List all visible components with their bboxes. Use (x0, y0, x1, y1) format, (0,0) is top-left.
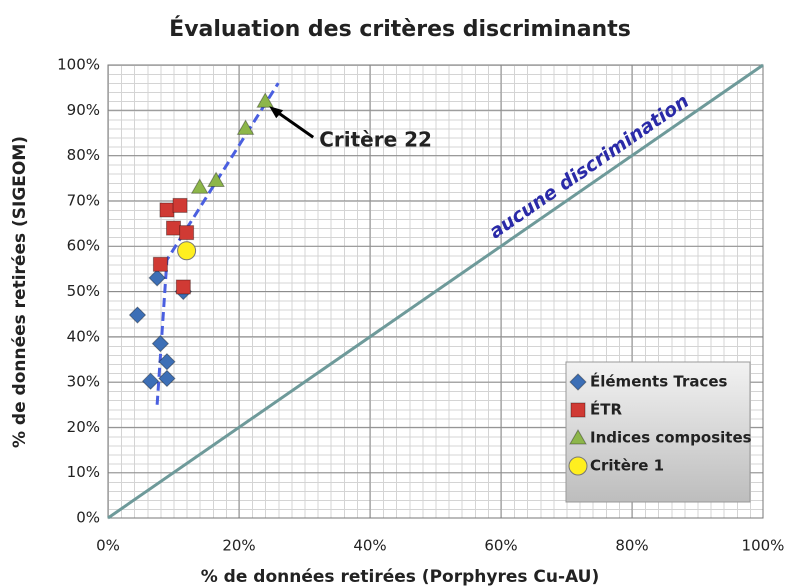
y-tick-label: 10% (67, 463, 100, 481)
y-tick-label: 50% (67, 282, 100, 300)
point (159, 202, 175, 218)
annotation-text: Critère 22 (319, 128, 432, 152)
point (152, 256, 168, 272)
trend-line (155, 82, 280, 405)
point (141, 372, 160, 390)
x-tick-label: 20% (222, 537, 255, 555)
legend-label: ÉTR (590, 400, 622, 419)
reference-line (107, 63, 764, 520)
point (177, 241, 197, 261)
point (179, 225, 195, 241)
x-tick-label: 60% (484, 537, 517, 555)
annotation-arrowhead (269, 106, 284, 119)
reference-label: aucune discrimination (485, 90, 693, 243)
legend-label: Éléments Traces (590, 372, 728, 391)
point (148, 269, 166, 287)
legend: Éléments Traces ÉTR Indices composites Crit… (565, 361, 752, 503)
y-tick-label: 30% (67, 373, 100, 391)
point (569, 373, 587, 391)
point (568, 456, 588, 476)
point (158, 353, 176, 371)
point (151, 334, 170, 353)
point (172, 197, 188, 213)
legend-label: Indices composites (590, 429, 752, 447)
point (158, 369, 176, 388)
y-axis-label: % de données retirées (SIGEOM) (10, 136, 30, 448)
x-tick-label: 0% (96, 537, 120, 555)
y-tick-label: 60% (67, 237, 100, 255)
y-tick-label: 70% (67, 191, 100, 209)
chart-title: Évaluation des critères discriminants (169, 16, 631, 42)
x-tick-label: 40% (353, 537, 386, 555)
y-tick-label: 0% (76, 509, 100, 527)
plot-frame (107, 64, 764, 519)
point (207, 171, 225, 188)
point (236, 119, 255, 135)
y-tick-label: 80% (67, 146, 100, 164)
y-tick-label: 100% (57, 56, 100, 74)
x-tick-label: 100% (742, 537, 785, 555)
point (256, 92, 275, 108)
x-tick-label: 80% (615, 537, 648, 555)
legend-box (565, 361, 751, 503)
point (166, 220, 181, 236)
legend-label: Critère 1 (590, 457, 664, 475)
y-tick-label: 40% (67, 327, 100, 345)
x-axis-label: % de données retirées (Porphyres Cu-AU) (201, 567, 600, 587)
y-tick-label: 90% (67, 101, 100, 119)
point (569, 428, 587, 445)
point (128, 306, 147, 324)
point (175, 279, 191, 295)
y-tick-label: 20% (67, 418, 100, 436)
point (190, 178, 209, 194)
point (570, 402, 586, 418)
